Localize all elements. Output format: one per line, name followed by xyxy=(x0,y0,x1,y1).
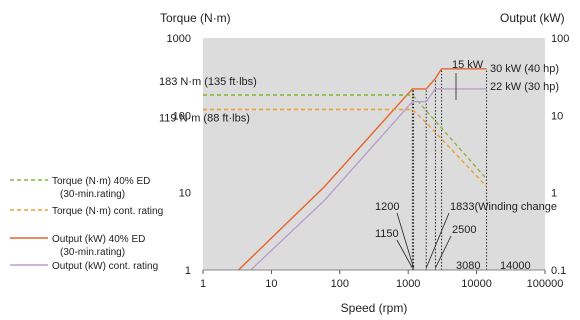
speed-1833-label: 1833(Winding change xyxy=(450,201,557,213)
x-tick-label: 1 xyxy=(200,278,206,290)
series-line-1 xyxy=(203,108,488,187)
plot-area xyxy=(203,38,545,270)
series-line-3 xyxy=(250,88,487,271)
legend-label-line2-0: (30-min.rating) xyxy=(60,189,125,200)
y-tick-label: 1 xyxy=(185,265,191,277)
legend-label-0: Torque (N·m) 40% ED xyxy=(52,176,150,187)
power-22kw-label: 22 kW (30 hp) xyxy=(490,81,559,93)
legend-label-2: Output (kW) 40% ED xyxy=(52,234,145,245)
x-tick-label: 100000 xyxy=(527,278,564,290)
x-axis-title: Speed (rpm) xyxy=(341,301,408,315)
legend-label-line2-2: (30-min.rating) xyxy=(60,247,125,258)
legend-label-3: Output (kW) cont. rating xyxy=(52,261,158,272)
power-30kw-label: 30 kW (40 hp) xyxy=(490,63,559,75)
series-line-2 xyxy=(238,68,487,271)
y2-tick-label: 0.1 xyxy=(551,265,566,277)
speed-1150-label: 1150 xyxy=(375,228,399,240)
x-tick-label: 100 xyxy=(331,278,349,290)
torque-119-label: 119 N·m (88 ft·lbs) xyxy=(159,112,250,124)
x-tick-label: 10000 xyxy=(461,278,492,290)
speed-leader xyxy=(396,212,414,269)
speed-3080-label: 3080 xyxy=(456,260,480,272)
y2-tick-label: 100 xyxy=(551,33,569,45)
speed-leader xyxy=(396,239,413,269)
power-15kw-label: 15 kW xyxy=(452,59,484,71)
y-tick-label: 10 xyxy=(179,188,191,200)
speed-1200-label: 1200 xyxy=(375,201,399,213)
torque-183-label: 183 N·m (135 ft·lbs) xyxy=(159,76,257,88)
y2-tick-label: 10 xyxy=(551,110,563,122)
y2-axis-title: Output (kW) xyxy=(500,11,565,25)
y-tick-label: 100 xyxy=(173,110,191,122)
speed-leader xyxy=(425,212,450,269)
speed-leader xyxy=(435,235,452,269)
speed-14000-label: 14000 xyxy=(500,260,531,272)
y-tick-label: 1000 xyxy=(167,33,191,45)
y2-tick-label: 1 xyxy=(551,188,557,200)
series-line-0 xyxy=(203,94,488,180)
speed-2500-label: 2500 xyxy=(452,224,476,236)
legend-label-1: Torque (N·m) cont. rating xyxy=(52,206,163,217)
y-axis-title: Torque (N·m) xyxy=(160,11,231,25)
x-tick-label: 1000 xyxy=(396,278,420,290)
x-tick-label: 10 xyxy=(265,278,277,290)
